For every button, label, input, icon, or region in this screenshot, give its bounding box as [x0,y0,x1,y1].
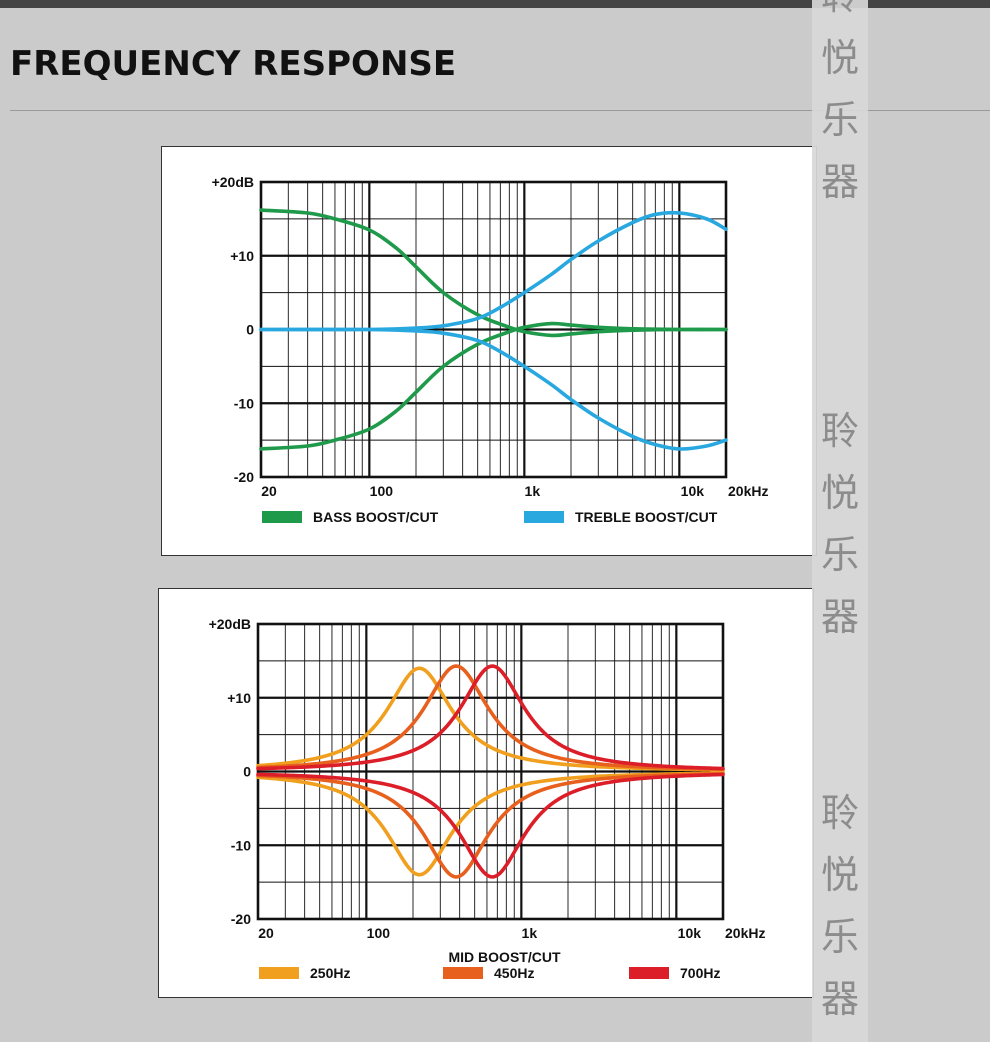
watermark-char: 器 [820,977,859,1021]
y-tick-label: 0 [246,322,254,338]
y-tick-label: -10 [234,395,254,411]
y-tick-label: +10 [227,690,251,706]
page-title: FREQUENCY RESPONSE [10,44,457,84]
y-tick-label: 0 [243,764,251,780]
series-line-250hz [256,666,725,772]
y-tick-label: +10 [230,248,254,264]
mid-eq-chart: +20dB +10 0 -10 -20 20 100 1k 10k 20kHz MID BOOST/… [158,588,814,998]
watermark-char: 悦 [820,471,859,515]
watermark-char: 悦 [820,853,859,897]
series-line-bass-boost-cut [259,321,728,451]
x-tick-label: 1k [525,483,541,499]
watermark-char: 悦 [820,36,859,80]
y-tick-label: -20 [231,911,251,927]
series-line-treble-boost-cut [259,327,728,451]
legend-label: 250Hz [310,965,350,981]
x-tick-label: 20 [258,925,274,941]
x-tick-label: 20 [261,483,277,499]
watermark-char: 器 [820,160,859,204]
watermark-char: 乐 [820,915,859,959]
series-line-bass-boost-cut [259,208,728,338]
x-tick-label: 100 [370,483,394,499]
x-tick-label: 10k [678,925,702,941]
legend-swatch [629,967,669,979]
legend-label: 450Hz [494,965,534,981]
series-line-treble-boost-cut [259,210,728,332]
series-line-450hz [256,771,725,879]
legend-swatch [262,511,302,523]
x-tick-label: 100 [367,925,391,941]
series-line-450hz [256,664,725,772]
mid-eq-chart-svg: +20dB +10 0 -10 -20 20 100 1k 10k 20kHz MID BOOST/… [209,616,766,981]
watermark-char: 聆 [812,0,868,27]
x-axis-label: MID BOOST/CUT [449,949,561,965]
watermark-strip [812,0,868,1042]
series-line-250hz [256,771,725,877]
watermark-char: 乐 [820,98,859,142]
legend-label: 700Hz [680,965,720,981]
top-bar [0,0,990,8]
watermark-char: 器 [820,595,859,639]
y-tick-label: +20dB [209,616,251,632]
x-tick-label: 20kHz [728,483,768,499]
y-tick-label: -10 [231,837,251,853]
x-tick-label: 1k [522,925,538,941]
tone-eq-chart-svg: +20dB +10 0 -10 -20 20 100 1k 10k 20kHz BASS BOOST… [212,174,769,525]
y-tick-label: -20 [234,469,254,485]
watermark-char: 聆 [820,409,859,453]
legend-label: BASS BOOST/CUT [313,509,439,525]
x-tick-label: 10k [681,483,705,499]
series-line-700hz [256,772,725,879]
watermark-char: 乐 [820,533,859,577]
tone-eq-chart: +20dB +10 0 -10 -20 20 100 1k 10k 20kHz BASS BOOST… [161,146,817,556]
series-line-700hz [256,664,725,771]
legend-swatch [259,967,299,979]
watermark-char: 聆 [820,791,859,835]
legend-label: TREBLE BOOST/CUT [575,509,718,525]
legend-swatch [524,511,564,523]
x-tick-label: 20kHz [725,925,765,941]
y-tick-label: +20dB [212,174,254,190]
legend-swatch [443,967,483,979]
title-divider [10,110,990,111]
